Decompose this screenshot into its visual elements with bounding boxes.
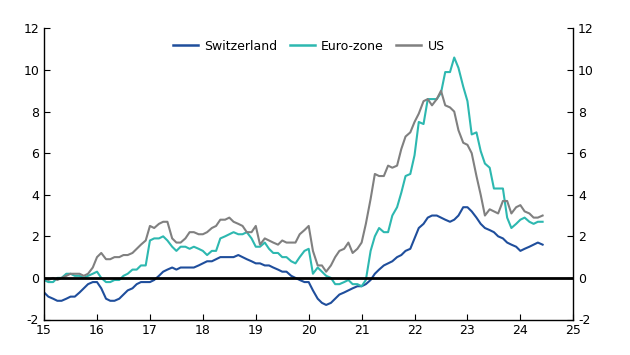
- Euro-zone: [358, 284, 365, 288]
- Euro-zone: [98, 276, 105, 280]
- US: [181, 236, 189, 241]
- Euro-zone: [424, 97, 432, 101]
- Euro-zone: [539, 220, 546, 224]
- Switzerland: [177, 266, 185, 270]
- Line: US: US: [44, 91, 542, 280]
- US: [367, 197, 374, 201]
- Legend: Switzerland, Euro-zone, US: Switzerland, Euro-zone, US: [168, 35, 450, 58]
- Euro-zone: [181, 245, 189, 249]
- US: [186, 230, 193, 234]
- Switzerland: [459, 205, 467, 209]
- Switzerland: [539, 242, 546, 247]
- Line: Switzerland: Switzerland: [44, 207, 542, 305]
- Switzerland: [323, 303, 330, 307]
- Euro-zone: [40, 278, 48, 282]
- Line: Euro-zone: Euro-zone: [44, 58, 542, 286]
- Euro-zone: [177, 245, 185, 249]
- US: [424, 97, 432, 101]
- Switzerland: [181, 266, 189, 270]
- US: [239, 224, 246, 228]
- Switzerland: [40, 290, 48, 295]
- US: [45, 278, 52, 282]
- Euro-zone: [367, 249, 374, 253]
- Switzerland: [424, 215, 432, 220]
- US: [40, 276, 48, 280]
- US: [437, 89, 445, 93]
- Switzerland: [234, 253, 242, 257]
- Switzerland: [367, 278, 374, 282]
- Switzerland: [98, 286, 105, 290]
- Euro-zone: [450, 55, 458, 60]
- US: [539, 213, 546, 218]
- Euro-zone: [234, 232, 242, 236]
- US: [102, 257, 110, 261]
